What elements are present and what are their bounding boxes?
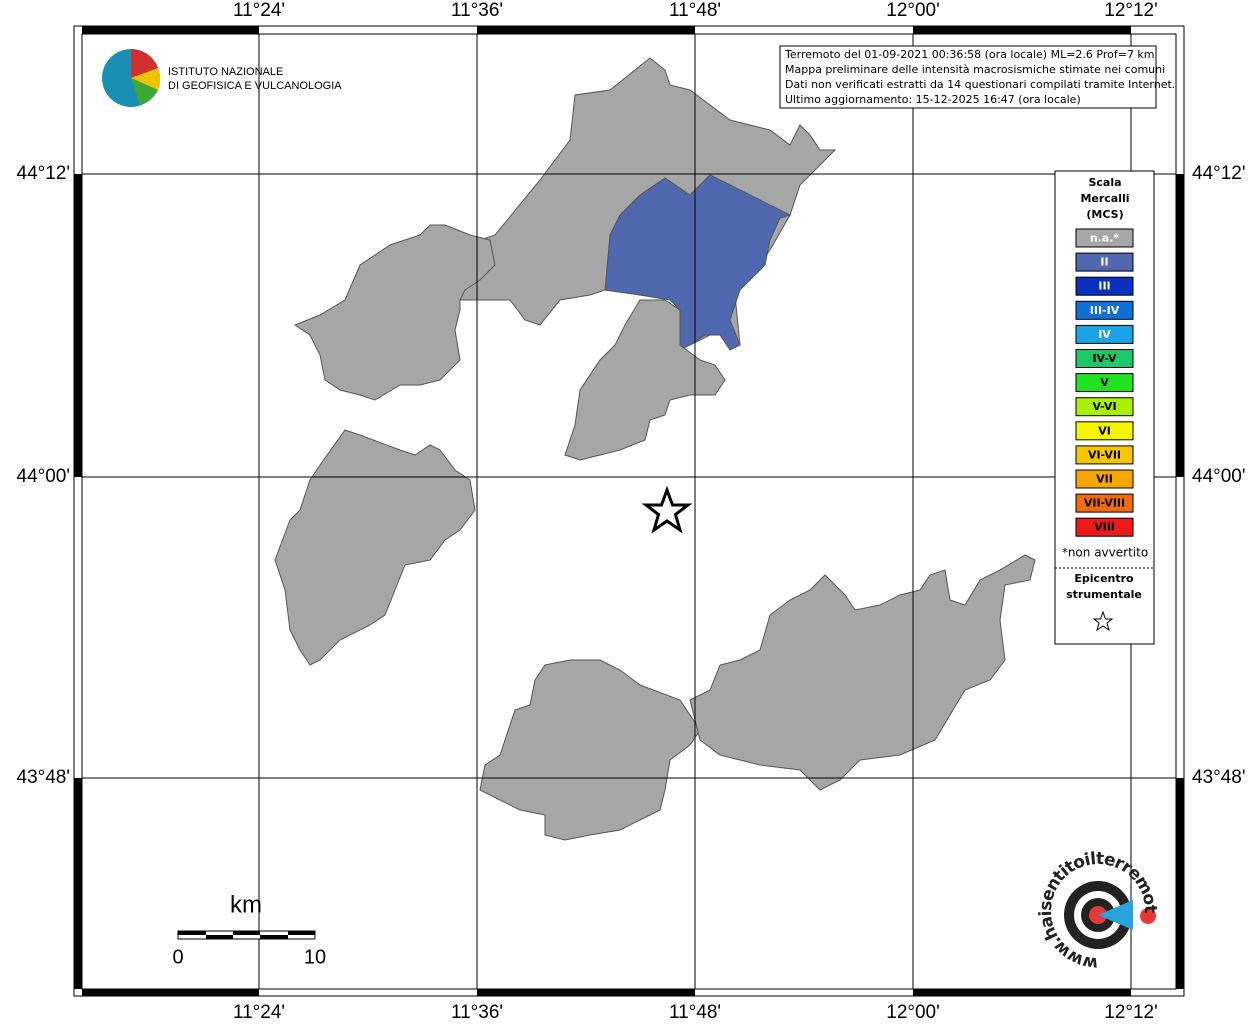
latitude-label: 44°00' [1192, 466, 1246, 487]
longitude-label: 11°48' [669, 1002, 721, 1023]
legend-note: *non avvertito [1062, 546, 1148, 560]
longitude-label: 11°36' [451, 1002, 503, 1023]
municipality [274, 429, 476, 666]
longitude-label: 12°00' [886, 0, 940, 21]
legend-swatch [1075, 517, 1134, 537]
legend-swatch [1075, 349, 1134, 368]
longitude-label: 11°24' [233, 1002, 285, 1023]
legend: Scala Mercalli (MCS) *non avvertito Epic… [1054, 170, 1155, 645]
longitude-label: 11°48' [669, 0, 721, 21]
legend-label: VI-VII [1088, 448, 1121, 461]
longitude-label: 12°12' [1104, 1002, 1158, 1023]
latitude-label: 44°00' [17, 466, 71, 487]
legend-label: II [1100, 256, 1108, 269]
legend-swatch [1075, 252, 1134, 272]
legend-title: (MCS) [1086, 208, 1123, 221]
scale-unit: km [230, 891, 262, 918]
legend-title: Mercalli [1080, 192, 1129, 205]
logo-text: DI GEOFISICA E VULCANOLOGIA [168, 80, 342, 92]
legend-label: IV [1098, 328, 1111, 341]
latitude-label: 44°12' [1192, 163, 1246, 184]
legend-swatch [1075, 324, 1134, 344]
info-line: Dati non verificati estratti da 14 quest… [785, 78, 1175, 91]
ingv-logo: ISTITUTO NAZIONALE DI GEOFISICA E VULCAN… [102, 49, 342, 107]
legend-swatch [1075, 397, 1134, 417]
scale-label: 10 [304, 946, 326, 968]
legend-swatch [1075, 469, 1134, 489]
latitude-label: 44°12' [17, 163, 71, 184]
legend-swatch [1075, 373, 1134, 393]
epicenter-label: strumentale [1066, 588, 1142, 601]
legend-swatch [1075, 228, 1134, 248]
longitude-label: 12°12' [1104, 0, 1158, 21]
regions [274, 57, 1036, 841]
municipality [689, 554, 1036, 791]
legend-label: VII [1096, 473, 1113, 486]
longitude-label: 11°24' [233, 0, 285, 21]
legend-swatch [1075, 421, 1134, 441]
info-line: Terremoto del 01-09-2021 00:36:58 (ora l… [784, 48, 1155, 61]
legend-swatch [1075, 300, 1134, 320]
legend-label: IV-V [1092, 352, 1117, 365]
longitude-label: 11°36' [451, 0, 503, 21]
legend-swatch [1075, 445, 1134, 465]
epicenter-star [641, 485, 693, 534]
scale-label: 0 [172, 946, 183, 968]
latitude-label: 43°48' [1192, 767, 1246, 788]
legend-title: Scala [1088, 176, 1121, 189]
municipality [564, 299, 726, 461]
legend-swatch [1075, 276, 1134, 296]
legend-label: VII-VIII [1084, 497, 1125, 510]
scale-bar: km 0 10 [172, 891, 326, 968]
epicenter-label: Epicentro [1074, 572, 1134, 585]
legend-label: n.a.* [1090, 232, 1120, 245]
legend-label: VIII [1094, 521, 1115, 534]
info-line: Mappa preliminare delle intensità macros… [785, 63, 1165, 76]
legend-label: III [1098, 280, 1110, 293]
latitude-label: 43°48' [17, 767, 71, 788]
legend-label: VI [1098, 424, 1111, 437]
legend-label: V [1100, 376, 1109, 389]
frame-ticks [74, 26, 1184, 996]
legend-label: V-VI [1092, 400, 1116, 413]
longitude-label: 12°00' [886, 1002, 940, 1023]
legend-label: III-IV [1090, 304, 1120, 317]
info-box: Terremoto del 01-09-2021 00:36:58 (ora l… [779, 45, 1175, 109]
info-line: Ultimo aggiornamento: 15-12-2025 16:47 (… [785, 93, 1081, 106]
legend-swatch [1075, 493, 1134, 513]
logo-text: ISTITUTO NAZIONALE [168, 66, 283, 78]
municipality [293, 224, 496, 401]
